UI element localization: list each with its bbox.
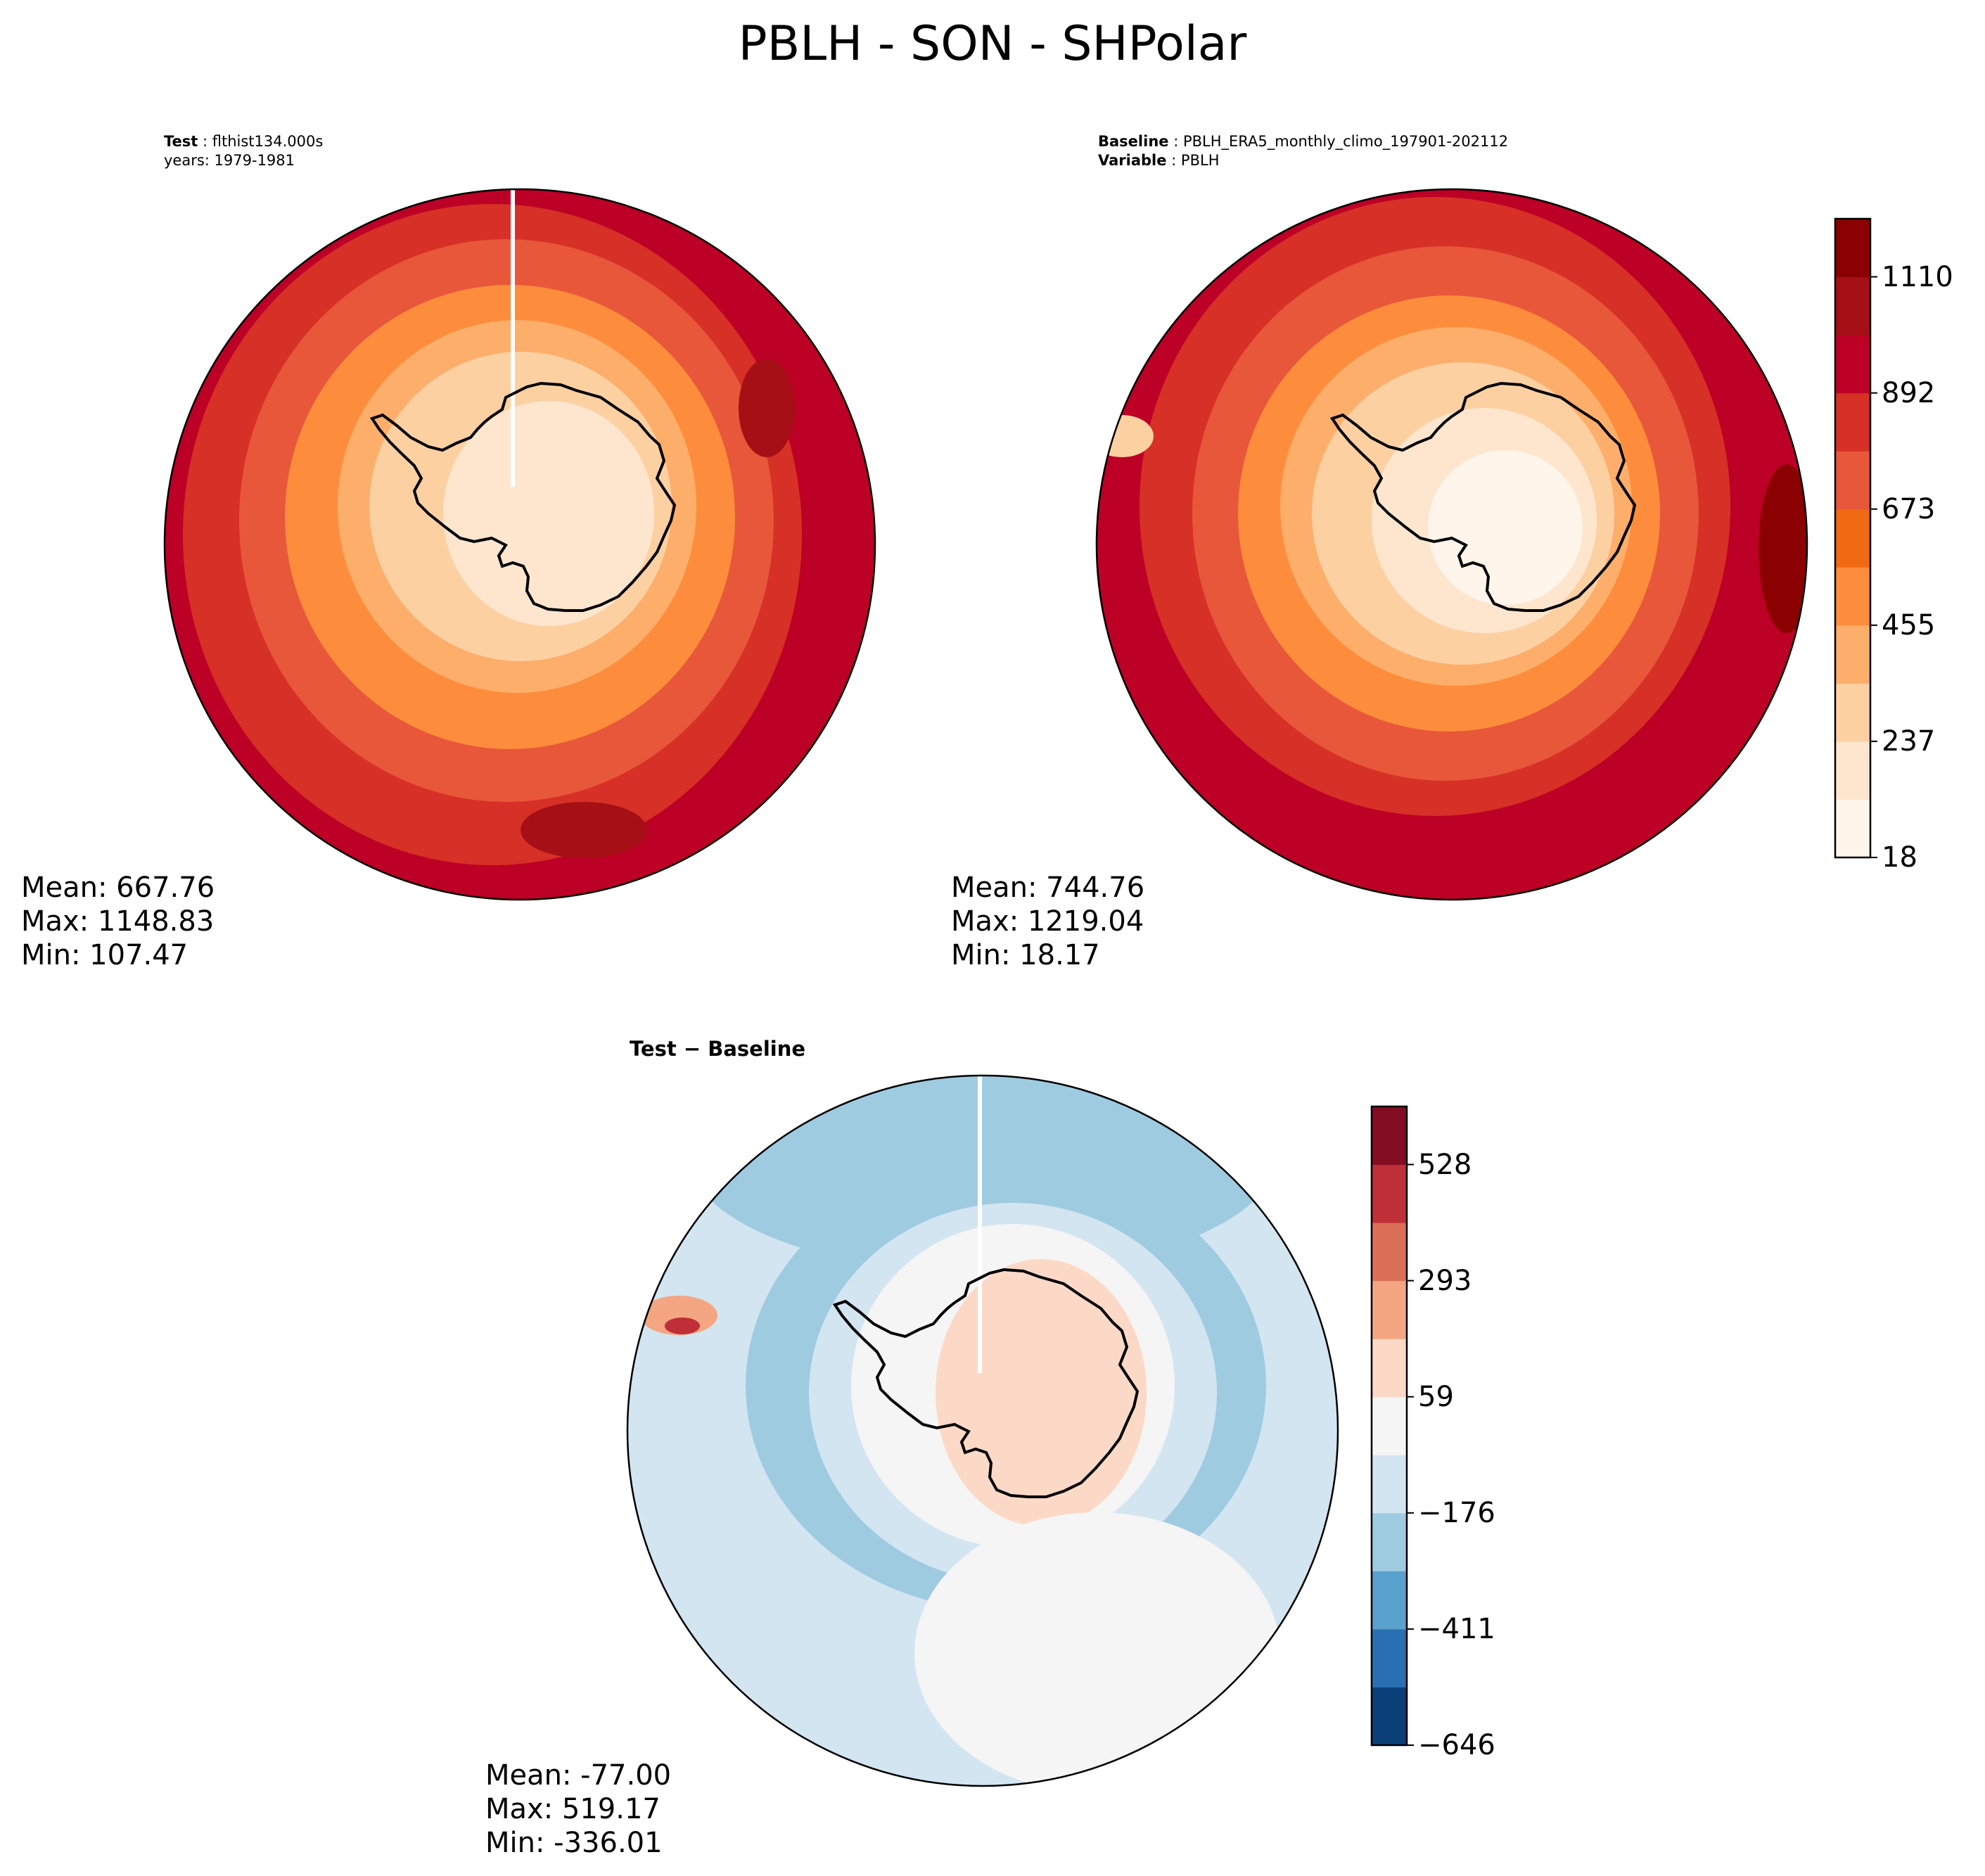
colorbar-frame [1370, 1105, 1408, 1747]
baseline-label-key: Baseline [1098, 133, 1169, 150]
colorbar-diff [1370, 1105, 1414, 1747]
test-map-outline [163, 188, 876, 901]
colorbar-swatch [1835, 509, 1870, 568]
test-years: years: 1979-1981 [164, 152, 295, 169]
test-max: Max: 1148.83 [21, 905, 215, 938]
colorbar-tick-label: −176 [1418, 1496, 1495, 1529]
colorbar-swatch [1835, 335, 1870, 394]
diff-map-outline [626, 1074, 1339, 1787]
colorbar-swatch [1372, 1455, 1407, 1514]
baseline-variable-key: Variable [1098, 152, 1167, 169]
colorbar-swatch [1372, 1164, 1407, 1223]
colorbar-tick-label: 1110 [1882, 260, 1953, 293]
diff-title: Test − Baseline [630, 1037, 806, 1061]
colorbar-swatch [1372, 1687, 1407, 1746]
colorbar-tick-label: 18 [1882, 841, 1917, 874]
test-min: Min: 107.47 [21, 939, 189, 971]
colorbar-tick-label: 293 [1418, 1264, 1472, 1297]
colorbar-swatch [1372, 1628, 1407, 1687]
colorbar-tick-label: 673 [1882, 492, 1936, 525]
test-label-value: flthist134.000s [212, 133, 324, 150]
diff-max: Max: 519.17 [485, 1793, 660, 1825]
colorbar-swatch [1835, 219, 1870, 278]
colorbar-swatch [1835, 393, 1870, 452]
colorbar-frame [1834, 217, 1872, 859]
baseline-header: Baseline : PBLH_ERA5_monthly_climo_19790… [1098, 133, 1509, 169]
colorbar-tick-label: 892 [1882, 376, 1936, 409]
colorbar-swatch [1372, 1223, 1407, 1282]
baseline-label-value: PBLH_ERA5_monthly_climo_197901-202112 [1182, 133, 1509, 150]
test-stats: Mean: 667.76 Max: 1148.83 Min: 107.47 [21, 871, 215, 972]
colorbar-swatch [1372, 1396, 1407, 1455]
colorbar-tick-label: 528 [1418, 1148, 1472, 1181]
colorbar-swatch [1835, 683, 1870, 742]
diff-stats: Mean: -77.00 Max: 519.17 Min: -336.01 [485, 1759, 671, 1860]
colorbar-swatch [1372, 1512, 1407, 1571]
baseline-variable-value: PBLH [1180, 152, 1220, 169]
colorbar-swatch [1372, 1339, 1407, 1398]
colorbar-tick-label: −646 [1418, 1729, 1495, 1761]
baseline-min: Min: 18.17 [951, 939, 1100, 971]
colorbar-tick-label: 59 [1418, 1380, 1454, 1413]
baseline-mean: Mean: 744.76 [951, 872, 1145, 904]
test-mean: Mean: 667.76 [21, 872, 215, 904]
colorbar-swatch [1835, 799, 1870, 858]
test-header: Test : flthist134.000s years: 1979-1981 [164, 133, 324, 169]
colorbar-tick-label: 455 [1882, 608, 1936, 642]
test-label-key: Test [164, 133, 198, 150]
baseline-map-outline [1095, 188, 1808, 901]
test-map [165, 189, 875, 900]
colorbar-swatch [1372, 1106, 1407, 1166]
diff-mean: Mean: -77.00 [485, 1759, 672, 1792]
baseline-max: Max: 1219.04 [951, 905, 1144, 938]
colorbar-swatch [1835, 625, 1870, 684]
diff-map [627, 1076, 1338, 1786]
colorbar-swatch [1372, 1280, 1407, 1339]
colorbar-swatch [1835, 451, 1870, 510]
colorbar-swatch [1835, 567, 1870, 626]
colorbar-swatch [1835, 276, 1870, 336]
diff-min: Min: -336.01 [485, 1827, 663, 1859]
colorbar-main [1834, 217, 1877, 859]
figure-title: PBLH - SON - SHPolar [738, 16, 1247, 72]
colorbar-tick-label: 237 [1882, 725, 1936, 758]
colorbar-tick-label: −411 [1418, 1612, 1495, 1645]
colorbar-swatch [1372, 1571, 1407, 1630]
baseline-stats: Mean: 744.76 Max: 1219.04 Min: 18.17 [951, 871, 1144, 972]
colorbar-swatch [1835, 741, 1870, 800]
